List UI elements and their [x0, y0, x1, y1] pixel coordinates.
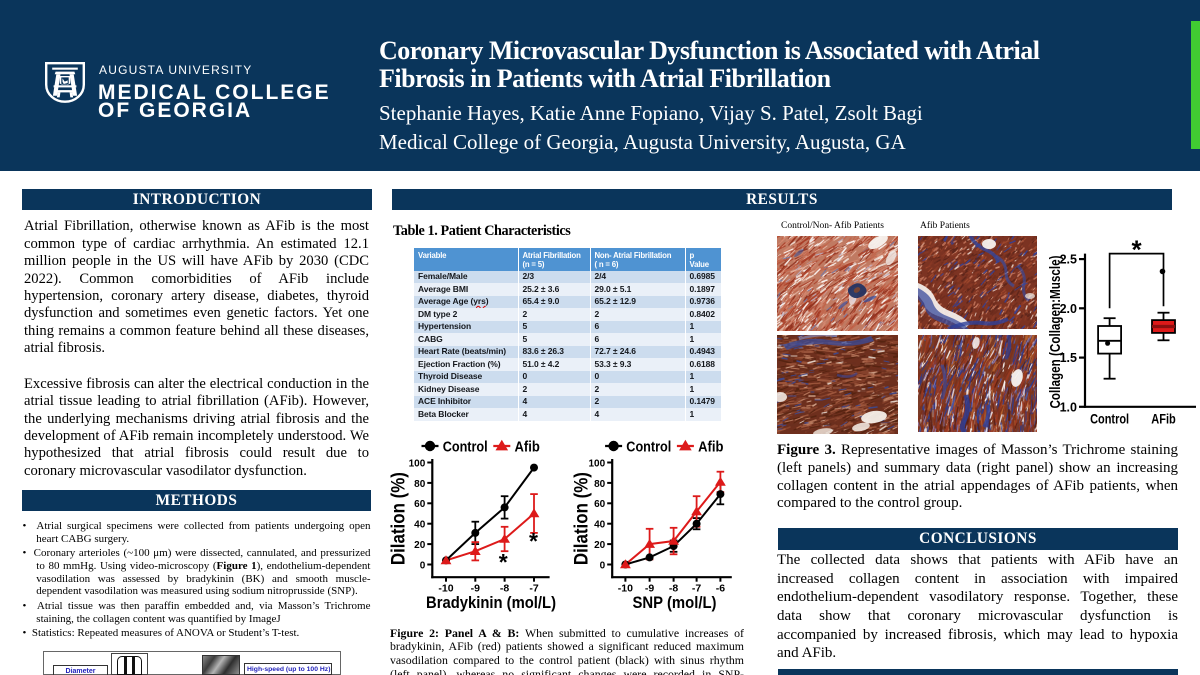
svg-text:Afib: Afib — [698, 440, 723, 456]
svg-text:-10: -10 — [618, 583, 633, 595]
svg-text:100: 100 — [589, 458, 606, 469]
svg-text:-10: -10 — [438, 583, 453, 595]
svg-text:-9: -9 — [645, 583, 654, 595]
svg-text:0: 0 — [600, 560, 606, 571]
svg-text:Control: Control — [626, 440, 671, 456]
svg-text:-8: -8 — [500, 583, 509, 595]
svg-text:Collagen (Collagen:Muscle): Collagen (Collagen:Muscle) — [1048, 255, 1064, 408]
svg-text:Afib: Afib — [515, 440, 540, 456]
svg-text:1.0: 1.0 — [1060, 400, 1077, 414]
svg-text:100: 100 — [409, 458, 426, 469]
svg-text:Control: Control — [1090, 412, 1129, 427]
svg-text:*: * — [529, 528, 538, 554]
svg-text:40: 40 — [594, 520, 606, 531]
svg-text:Bradykinin (mol/L): Bradykinin (mol/L) — [426, 593, 556, 612]
svg-text:Dilation (%): Dilation (%) — [389, 472, 410, 565]
svg-text:2.0: 2.0 — [1060, 302, 1077, 316]
svg-text:20: 20 — [414, 540, 426, 551]
svg-text:-7: -7 — [529, 583, 538, 595]
svg-text:SNP (mol/L): SNP (mol/L) — [633, 593, 717, 612]
svg-text:80: 80 — [594, 479, 606, 490]
svg-text:1.5: 1.5 — [1060, 351, 1077, 365]
svg-text:-9: -9 — [471, 583, 480, 595]
svg-text:40: 40 — [414, 520, 426, 531]
svg-text:-7: -7 — [692, 583, 701, 595]
svg-text:80: 80 — [414, 479, 426, 490]
svg-text:*: * — [499, 549, 508, 575]
svg-text:60: 60 — [414, 499, 426, 510]
svg-text:-6: -6 — [716, 583, 725, 595]
svg-text:Control: Control — [443, 440, 488, 456]
svg-text:0: 0 — [420, 560, 426, 571]
svg-text:20: 20 — [594, 540, 606, 551]
svg-text:2.5: 2.5 — [1060, 253, 1077, 267]
svg-text:60: 60 — [594, 499, 606, 510]
svg-text:Dilation (%): Dilation (%) — [572, 472, 593, 565]
svg-text:*: * — [1131, 235, 1142, 265]
svg-text:AFib: AFib — [1151, 412, 1176, 427]
svg-text:-8: -8 — [669, 583, 678, 595]
